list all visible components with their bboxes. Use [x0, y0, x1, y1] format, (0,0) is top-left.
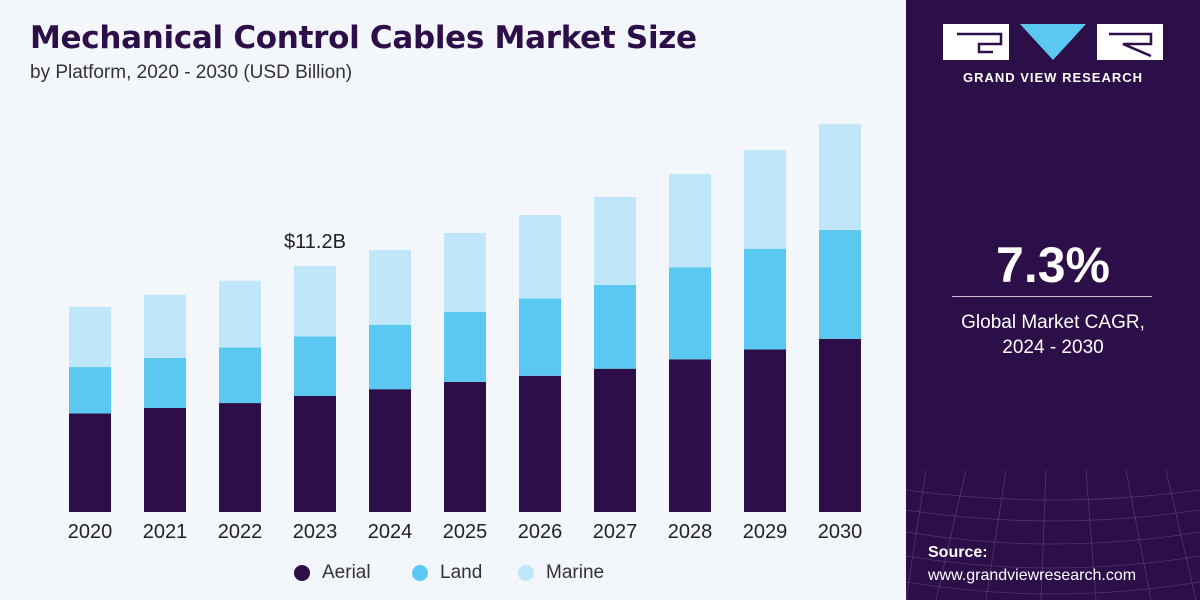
cagr-label: Global Market CAGR, 2024 - 2030: [906, 310, 1200, 360]
legend-swatch-land: [412, 565, 428, 581]
bar-aerial-2029: [744, 349, 786, 512]
bar-aerial-2021: [144, 408, 186, 512]
x-tick-label-2026: 2026: [518, 521, 563, 543]
x-tick-label-2022: 2022: [218, 521, 263, 543]
source-title: Source:: [928, 544, 988, 561]
bar-marine-2024: [369, 249, 411, 325]
cagr-label-line2: 2024 - 2030: [1002, 337, 1104, 358]
perspective-grid-decoration: [906, 470, 1200, 600]
bar-land-2025: [444, 312, 486, 382]
legend-label-marine: Marine: [546, 562, 605, 583]
bar-aerial-2026: [519, 375, 561, 512]
x-tick-label-2028: 2028: [668, 521, 713, 543]
legend-label-aerial: Aerial: [322, 562, 371, 583]
x-tick-label-2027: 2027: [593, 521, 638, 543]
bar-land-2030: [819, 229, 861, 339]
bar-marine-2023: [294, 265, 336, 337]
bar-marine-2027: [594, 196, 636, 285]
bar-aerial-2020: [69, 413, 111, 512]
legend-item-marine: Marine: [518, 562, 604, 584]
data-label-2023: $11.2B: [284, 231, 346, 253]
chart-legend: Aerial Land Marine: [0, 562, 906, 588]
x-tick-label-2021: 2021: [143, 521, 188, 543]
x-tick-label-2030: 2030: [818, 521, 863, 543]
legend-item-land: Land: [412, 562, 482, 584]
bar-marine-2030: [819, 124, 861, 230]
bar-marine-2022: [219, 280, 261, 348]
bar-marine-2029: [744, 150, 786, 249]
cagr-label-line1: Global Market CAGR,: [961, 312, 1145, 333]
bar-land-2023: [294, 336, 336, 396]
bar-marine-2020: [69, 306, 111, 368]
x-tick-label-2029: 2029: [743, 521, 788, 543]
x-tick-label-2025: 2025: [443, 521, 488, 543]
legend-swatch-aerial: [294, 565, 310, 581]
legend-item-aerial: Aerial: [294, 562, 371, 584]
bar-aerial-2023: [294, 396, 336, 512]
stacked-bar-chart: 2020 2021 2022 2023 $11.2B 2024 2025 2026 2027 20…: [68, 124, 863, 543]
bar-land-2022: [219, 347, 261, 404]
bar-aerial-2028: [669, 359, 711, 512]
bar-aerial-2022: [219, 403, 261, 512]
bar-aerial-2027: [594, 368, 636, 512]
chart-panel: Mechanical Control Cables Market Size by…: [0, 20, 906, 588]
bar-land-2024: [369, 324, 411, 390]
bar-land-2021: [144, 357, 186, 408]
x-tick-label-2020: 2020: [68, 521, 113, 543]
bar-aerial-2030: [819, 338, 861, 512]
bar-land-2028: [669, 267, 711, 360]
bar-land-2020: [69, 367, 111, 414]
chart-subtitle: by Platform, 2020 - 2030 (USD Billion): [30, 62, 353, 83]
bar-marine-2025: [444, 232, 486, 312]
bar-aerial-2024: [369, 389, 411, 512]
bar-marine-2021: [144, 294, 186, 358]
legend-swatch-marine: [518, 565, 534, 581]
brand-name: GRAND VIEW RESEARCH: [962, 70, 1144, 85]
cagr-value: 7.3%: [996, 237, 1110, 293]
bar-aerial-2025: [444, 381, 486, 512]
cagr-divider: [952, 296, 1152, 297]
gvr-logo-icon: [943, 24, 1163, 60]
x-tick-label-2023: 2023: [293, 521, 338, 543]
chart-title: Mechanical Control Cables Market Size: [30, 20, 697, 56]
x-tick-label-2024: 2024: [368, 521, 413, 543]
source-url: www.grandviewresearch.com: [928, 567, 1137, 584]
legend-label-land: Land: [440, 562, 483, 583]
bar-marine-2026: [519, 215, 561, 299]
bar-land-2027: [594, 284, 636, 369]
bar-land-2029: [744, 248, 786, 350]
bar-marine-2028: [669, 174, 711, 268]
sidebar-panel: GRAND VIEW RESEARCH 7.3% Global Market C…: [906, 0, 1200, 600]
bar-land-2026: [519, 298, 561, 376]
